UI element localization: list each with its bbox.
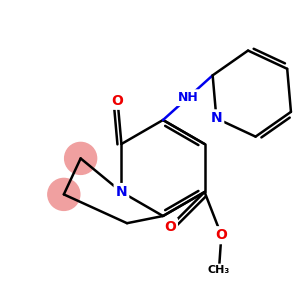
Text: CH₃: CH₃ (208, 265, 230, 275)
Text: O: O (215, 228, 227, 242)
Circle shape (64, 142, 97, 174)
Text: N: N (116, 185, 127, 199)
Text: O: O (164, 220, 176, 234)
Text: O: O (112, 94, 124, 108)
Circle shape (48, 178, 80, 210)
Text: NH: NH (177, 91, 198, 104)
Text: N: N (211, 111, 222, 125)
